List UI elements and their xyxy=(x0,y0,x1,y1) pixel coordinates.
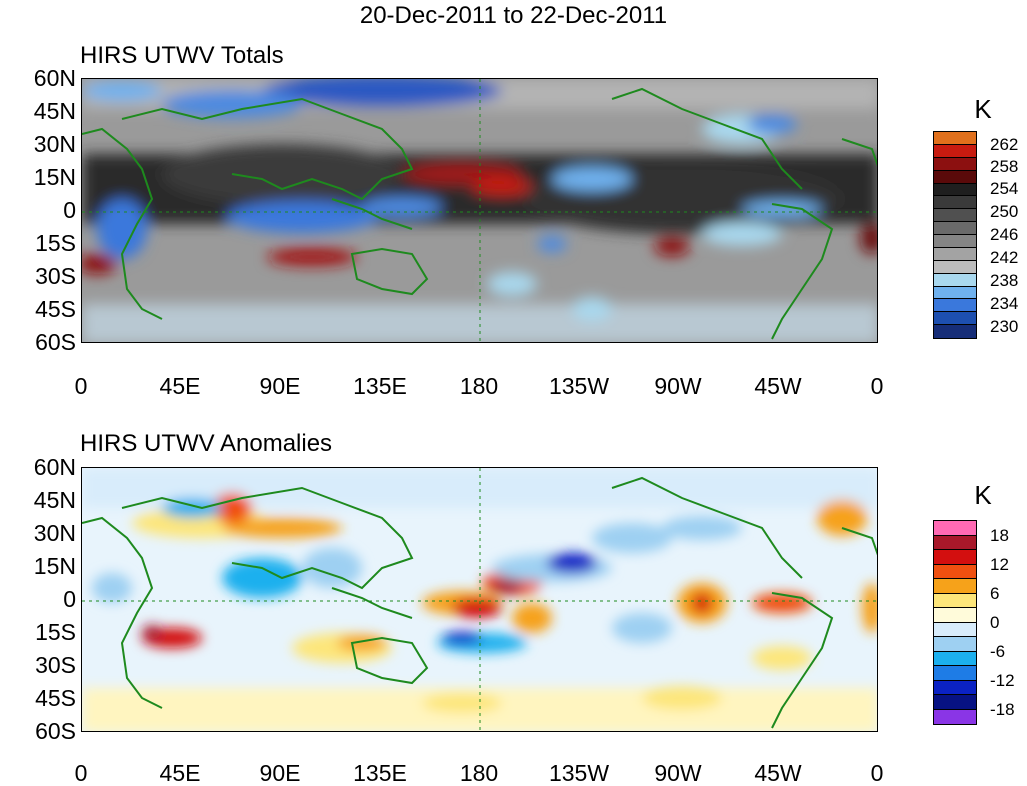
colorbar-swatch xyxy=(934,183,976,197)
colorbar-swatch xyxy=(934,666,976,681)
totals-y-tick: 30N xyxy=(33,131,76,157)
anomalies-y-tick: 15N xyxy=(33,553,76,579)
anomalies-colorbar-label: 18 xyxy=(990,526,1009,545)
totals-y-tick: 45S xyxy=(35,296,76,322)
anomalies-colorbar-label: 6 xyxy=(990,584,1000,603)
anomalies-colorbar-label: 0 xyxy=(990,613,1000,632)
totals-colorbar-label: 258 xyxy=(990,157,1019,176)
colorbar-swatch xyxy=(934,521,976,536)
colorbar-swatch xyxy=(934,695,976,710)
colorbar-swatch xyxy=(934,157,976,171)
anomalies-map xyxy=(81,467,878,732)
totals-y-tick: 60N xyxy=(33,65,76,91)
colorbar-swatch xyxy=(934,286,976,300)
anomalies-colorbar-label: -12 xyxy=(990,671,1015,690)
totals-y-tick: 15S xyxy=(35,230,76,256)
coastlines xyxy=(82,476,877,729)
colorbar-swatch xyxy=(934,144,976,158)
anomalies-x-tick: 0 xyxy=(870,760,884,786)
colorbar-swatch xyxy=(934,535,976,550)
colorbar-swatch xyxy=(934,209,976,223)
anomalies-y-tick: 45S xyxy=(35,685,76,711)
totals-x-tick: 45W xyxy=(754,373,802,399)
anomalies-y-tick: 30S xyxy=(35,652,76,678)
totals-map xyxy=(81,78,878,343)
totals-y-tick: 0 xyxy=(63,197,76,223)
totals-colorbar-label: 246 xyxy=(990,225,1019,244)
totals-field xyxy=(82,79,877,342)
colorbar-swatch xyxy=(934,637,976,652)
colorbar-swatch xyxy=(934,680,976,695)
anomalies-x-tick: 90W xyxy=(654,760,702,786)
anomalies-x-tick: 180 xyxy=(459,760,499,786)
totals-y-tick: 30S xyxy=(35,263,76,289)
anomalies-colorbar-label: -6 xyxy=(990,642,1006,661)
colorbar-swatch xyxy=(934,325,976,338)
totals-colorbar-label: 230 xyxy=(990,317,1019,336)
anomalies-y-tick: 30N xyxy=(33,520,76,546)
anomalies-y-tick: 60S xyxy=(35,718,76,744)
colorbar-swatch xyxy=(934,312,976,326)
colorbar-swatch xyxy=(934,132,976,145)
totals-x-tick: 135W xyxy=(548,373,610,399)
totals-x-tick: 45E xyxy=(159,373,201,399)
totals-y-tick: 60S xyxy=(35,329,76,355)
figure-title: 20-Dec-2011 to 22-Dec-2011 xyxy=(359,2,668,29)
anomalies-y-tick: 0 xyxy=(63,586,76,612)
colorbar-swatch xyxy=(934,222,976,235)
totals-y-tick: 45N xyxy=(33,98,76,124)
anomalies-x-tick: 135W xyxy=(548,760,610,786)
anomalies-x-tick: 90E xyxy=(259,760,301,786)
totals-panel-title: HIRS UTWV Totals xyxy=(80,42,284,69)
colorbar-swatch xyxy=(934,709,976,724)
totals-colorbar-units: K xyxy=(974,94,992,124)
colorbar-swatch xyxy=(934,579,976,594)
anomalies-panel-title: HIRS UTWV Anomalies xyxy=(80,430,333,457)
colorbar-swatch xyxy=(934,196,976,210)
totals-x-tick: 90E xyxy=(259,373,301,399)
colorbar-swatch xyxy=(934,273,976,287)
coastlines xyxy=(82,87,877,340)
anomalies-field xyxy=(82,468,877,731)
anomalies-x-tick: 0 xyxy=(74,760,88,786)
totals-x-tick: 0 xyxy=(74,373,88,399)
anomalies-y-tick: 45N xyxy=(33,487,76,513)
colorbar-swatch xyxy=(934,651,976,666)
anomalies-x-tick: 45W xyxy=(754,760,802,786)
colorbar-swatch xyxy=(934,260,976,274)
totals-colorbar-label: 238 xyxy=(990,271,1019,290)
anomalies-x-tick: 45E xyxy=(159,760,201,786)
colorbar-swatch xyxy=(934,247,976,261)
totals-colorbar-label: 262 xyxy=(990,135,1019,154)
anomalies-colorbar xyxy=(933,520,977,725)
totals-colorbar-label: 254 xyxy=(990,179,1019,198)
totals-x-tick: 135E xyxy=(353,373,407,399)
totals-colorbar-label: 250 xyxy=(990,202,1019,221)
anomalies-colorbar-units: K xyxy=(974,480,992,510)
totals-x-tick: 90W xyxy=(654,373,702,399)
colorbar-swatch xyxy=(934,564,976,579)
anomalies-colorbar-label: -18 xyxy=(990,700,1015,719)
colorbar-swatch xyxy=(934,235,976,248)
totals-colorbar-label: 242 xyxy=(990,248,1019,267)
totals-colorbar xyxy=(933,131,977,339)
colorbar-swatch xyxy=(934,622,976,637)
colorbar-swatch xyxy=(934,170,976,184)
colorbar-swatch xyxy=(934,299,976,313)
anomalies-x-tick: 135E xyxy=(353,760,407,786)
colorbar-swatch xyxy=(934,608,976,623)
colorbar-swatch xyxy=(934,550,976,565)
anomalies-y-tick: 60N xyxy=(33,454,76,480)
totals-y-tick: 15N xyxy=(33,164,76,190)
anomalies-y-tick: 15S xyxy=(35,619,76,645)
totals-x-tick: 0 xyxy=(870,373,884,399)
totals-x-tick: 180 xyxy=(459,373,499,399)
anomalies-colorbar-label: 12 xyxy=(990,555,1009,574)
colorbar-swatch xyxy=(934,593,976,608)
totals-colorbar-label: 234 xyxy=(990,294,1019,313)
